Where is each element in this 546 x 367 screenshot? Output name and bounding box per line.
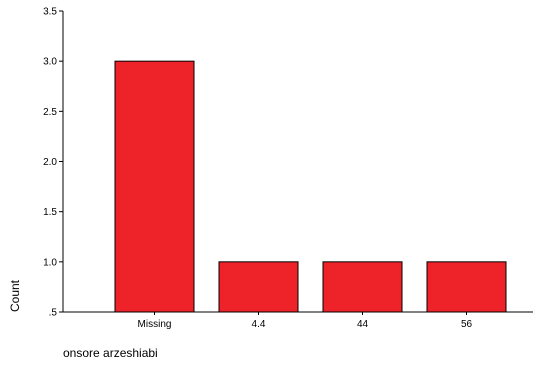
x-axis-title: onsore arzeshiabi [63,346,158,360]
bar-missing [114,60,195,313]
y-axis-ticks: .5 1.0 1.5 2.0 2.5 3.0 3.5 [43,7,63,319]
bar-44 [322,261,403,313]
x-tick-label: 4.4 [252,319,266,330]
y-tick-label: 2.5 [43,107,57,118]
bars-layer [114,60,507,313]
x-tick-label: 44 [357,319,369,330]
x-tick-label: Missing [138,319,172,330]
y-tick-label: 2.0 [43,157,57,168]
y-tick-label: 3.5 [43,7,57,18]
x-axis-ticks: Missing 4.4 44 56 [138,312,473,330]
y-tick-label: 1.5 [43,207,57,218]
y-tick-label: .5 [49,308,58,319]
y-tick-label: 3.0 [43,57,57,68]
bar-4-4 [218,261,299,313]
y-tick-label: 1.0 [43,257,57,268]
bar-56 [426,261,507,313]
x-tick-label: 56 [461,319,473,330]
y-axis-title: Count [8,279,22,312]
